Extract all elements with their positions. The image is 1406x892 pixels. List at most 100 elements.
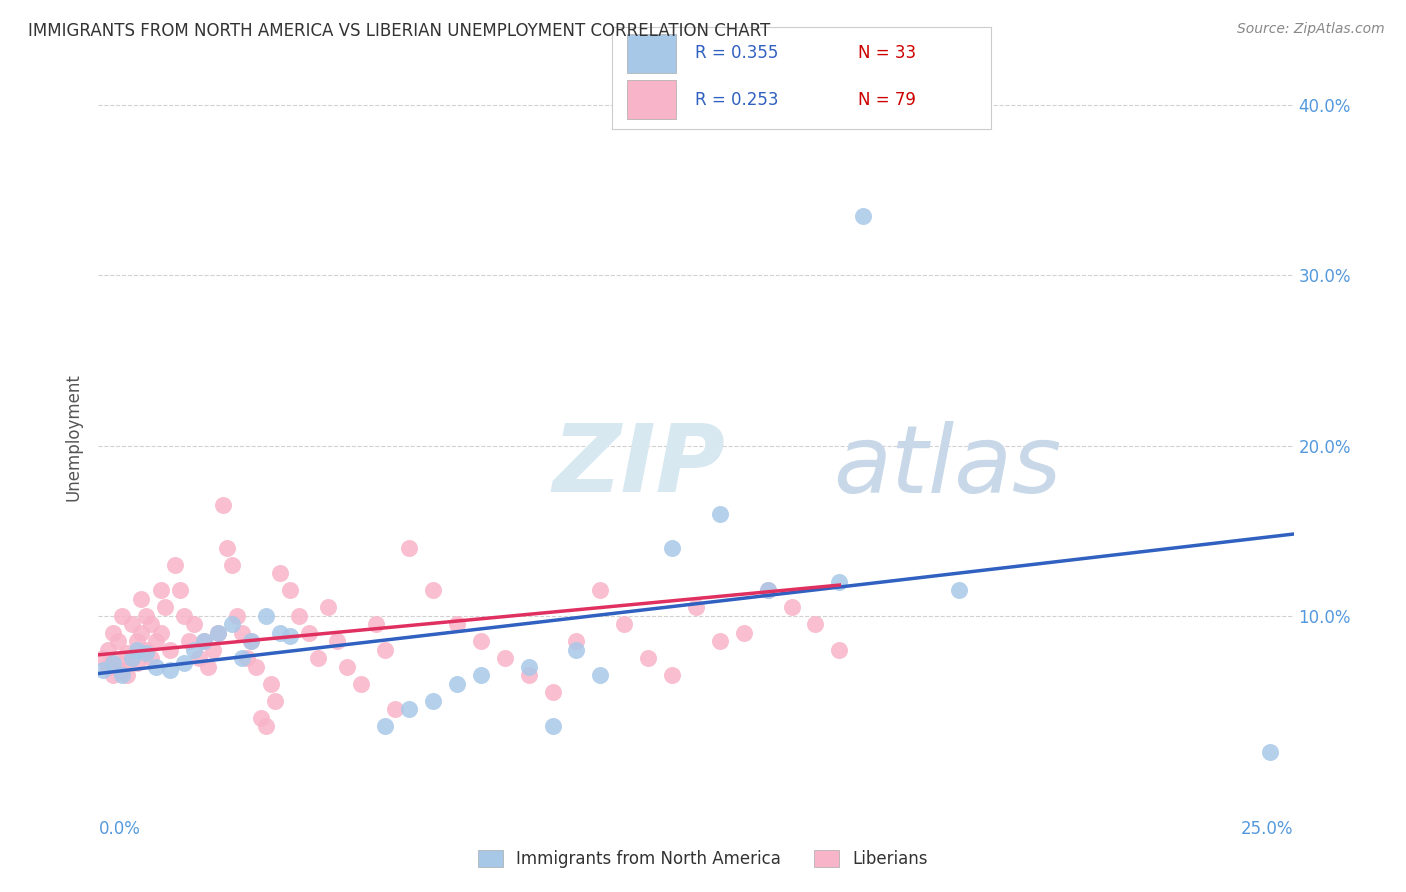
Point xyxy=(179,634,201,648)
Point xyxy=(470,668,492,682)
Bar xyxy=(627,80,676,119)
Point xyxy=(131,625,153,640)
Point xyxy=(446,677,468,691)
Point xyxy=(111,608,134,623)
Point xyxy=(398,702,420,716)
Point xyxy=(135,642,157,657)
Point xyxy=(613,617,636,632)
Point xyxy=(97,642,120,657)
Point xyxy=(115,646,138,660)
Point xyxy=(131,591,153,606)
Point xyxy=(125,657,148,671)
Text: IMMIGRANTS FROM NORTH AMERICA VS LIBERIAN UNEMPLOYMENT CORRELATION CHART: IMMIGRANTS FROM NORTH AMERICA VS LIBERIA… xyxy=(28,22,770,40)
Point xyxy=(494,651,516,665)
Point xyxy=(173,657,195,671)
Point xyxy=(374,642,396,657)
Point xyxy=(661,541,683,555)
Point xyxy=(139,651,162,665)
Point xyxy=(145,659,167,673)
Point xyxy=(278,583,301,598)
Point xyxy=(446,617,468,632)
Point xyxy=(756,583,779,598)
Point xyxy=(1258,745,1281,759)
Point xyxy=(135,646,157,660)
Text: R = 0.253: R = 0.253 xyxy=(695,91,779,109)
Point xyxy=(589,668,612,682)
Point xyxy=(336,659,359,673)
Point xyxy=(183,617,205,632)
Point xyxy=(91,663,114,677)
Point xyxy=(264,694,287,708)
Point xyxy=(145,634,167,648)
Point xyxy=(517,668,540,682)
Point xyxy=(298,625,321,640)
Text: N = 33: N = 33 xyxy=(858,45,917,62)
Point xyxy=(121,651,143,665)
Point xyxy=(398,541,420,555)
Point xyxy=(661,668,683,682)
Point xyxy=(193,634,215,648)
Point xyxy=(121,651,143,665)
Point xyxy=(470,634,492,648)
Point xyxy=(637,651,659,665)
Point xyxy=(107,634,129,648)
Point xyxy=(235,651,257,665)
Point xyxy=(231,651,253,665)
Point xyxy=(135,608,157,623)
Point xyxy=(589,583,612,598)
Point xyxy=(159,663,181,677)
Text: ZIP: ZIP xyxy=(553,420,725,512)
Point xyxy=(565,634,588,648)
Point xyxy=(780,600,803,615)
Point xyxy=(364,617,387,632)
Point xyxy=(756,583,779,598)
Point xyxy=(316,600,339,615)
Point xyxy=(422,583,444,598)
Point xyxy=(422,694,444,708)
Point xyxy=(125,642,148,657)
Text: N = 79: N = 79 xyxy=(858,91,917,109)
Point xyxy=(254,608,277,623)
Point xyxy=(948,583,970,598)
Point xyxy=(197,659,219,673)
Point xyxy=(207,625,229,640)
Point xyxy=(709,507,731,521)
Legend: Immigrants from North America, Liberians: Immigrants from North America, Liberians xyxy=(471,843,935,875)
Point xyxy=(121,617,143,632)
Point xyxy=(374,719,396,733)
Point xyxy=(828,642,851,657)
Point xyxy=(173,608,195,623)
Point xyxy=(254,719,277,733)
Point xyxy=(541,685,564,699)
Point xyxy=(101,657,124,671)
Point xyxy=(155,600,177,615)
Point xyxy=(139,617,162,632)
Point xyxy=(211,498,233,512)
Point xyxy=(159,642,181,657)
Point xyxy=(231,625,253,640)
Point xyxy=(804,617,827,632)
Bar xyxy=(627,34,676,73)
Point xyxy=(115,668,138,682)
Text: Source: ZipAtlas.com: Source: ZipAtlas.com xyxy=(1237,22,1385,37)
Point xyxy=(193,634,215,648)
Point xyxy=(733,625,755,640)
Point xyxy=(350,677,373,691)
Point xyxy=(183,642,205,657)
Point xyxy=(217,541,239,555)
Point xyxy=(97,659,120,673)
Point xyxy=(240,634,263,648)
Point xyxy=(828,574,851,589)
Point xyxy=(163,558,186,572)
Point xyxy=(250,711,273,725)
Point xyxy=(202,642,225,657)
Point xyxy=(278,629,301,643)
Point xyxy=(240,634,263,648)
Point xyxy=(91,651,114,665)
Point xyxy=(221,617,243,632)
Point xyxy=(111,668,134,682)
Point xyxy=(207,625,229,640)
Point xyxy=(187,651,209,665)
Point xyxy=(101,625,124,640)
Point xyxy=(307,651,329,665)
